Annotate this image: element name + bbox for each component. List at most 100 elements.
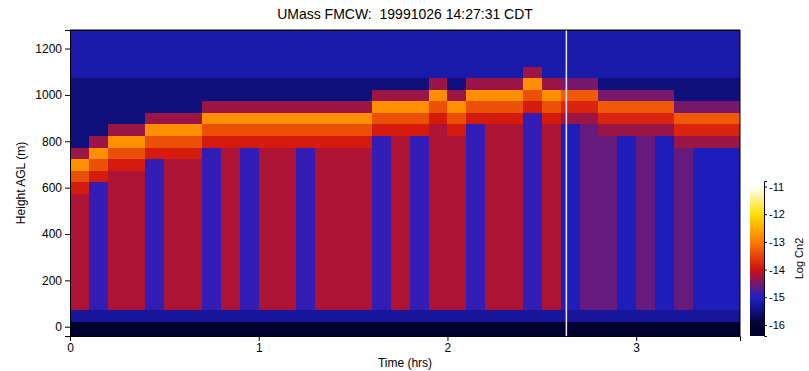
heat-cell: [164, 54, 183, 66]
heat-cell: [145, 275, 164, 287]
heat-cell: [580, 78, 599, 90]
heat-cell: [391, 78, 410, 90]
heat-cell: [315, 251, 334, 263]
heat-cell: [240, 205, 259, 217]
heat-cell: [259, 159, 278, 171]
tick-label: 0: [67, 341, 74, 355]
heat-cell: [674, 275, 693, 287]
heat-cell: [108, 205, 127, 217]
heat-cell: [731, 228, 740, 240]
heat-cell: [485, 263, 504, 275]
heat-cell: [598, 159, 617, 171]
heat-cell: [712, 124, 731, 136]
heat-cell: [127, 228, 146, 240]
heat-cell: [127, 78, 146, 90]
heat-cell: [278, 54, 297, 66]
heat-cell: [636, 159, 655, 171]
heat-cell: [523, 124, 542, 136]
heat-cell: [391, 321, 410, 333]
heat-cell: [447, 251, 466, 263]
heat-cell: [240, 78, 259, 90]
heat-cell: [561, 89, 580, 101]
heat-cell: [580, 89, 599, 101]
heat-cell: [89, 182, 108, 194]
heat-cell: [466, 31, 485, 43]
heat-cell: [164, 321, 183, 333]
heat-cell: [353, 124, 372, 136]
heat-cell: [391, 309, 410, 321]
heat-cell: [617, 66, 636, 78]
heat-cell: [127, 89, 146, 101]
heat-cell: [580, 43, 599, 55]
heat-cell: [127, 309, 146, 321]
heat-cell: [372, 31, 391, 43]
heat-cell: [580, 309, 599, 321]
heat-cell: [523, 182, 542, 194]
heat-cell: [221, 101, 240, 113]
heat-cell: [127, 275, 146, 287]
heat-cell: [447, 78, 466, 90]
heat-cell: [296, 31, 315, 43]
heat-cell: [410, 147, 429, 159]
heat-cell: [372, 228, 391, 240]
tick-mark: [65, 234, 70, 235]
heat-cell: [598, 298, 617, 310]
heat-cell: [504, 251, 523, 263]
heat-cell: [466, 159, 485, 171]
heat-cell: [145, 112, 164, 124]
heat-cell: [259, 217, 278, 229]
heat-cell: [693, 31, 712, 43]
heat-cell: [259, 309, 278, 321]
heat-cell: [580, 263, 599, 275]
heat-cell: [466, 251, 485, 263]
heat-cell: [278, 112, 297, 124]
heat-cell: [89, 101, 108, 113]
heat-cell: [315, 321, 334, 333]
heat-cell: [315, 193, 334, 205]
heat-cell: [240, 321, 259, 333]
heat-cell: [164, 170, 183, 182]
heat-cell: [712, 147, 731, 159]
heat-cell: [259, 251, 278, 263]
heat-cell: [410, 205, 429, 217]
heat-cell: [202, 124, 221, 136]
heat-cell: [447, 298, 466, 310]
heat-cell: [127, 205, 146, 217]
heat-cell: [693, 159, 712, 171]
heat-cell: [523, 193, 542, 205]
heat-cell: [561, 228, 580, 240]
heat-cell: [693, 275, 712, 287]
heat-cell: [410, 135, 429, 147]
heat-cell: [674, 286, 693, 298]
tick-mark: [65, 49, 70, 50]
heat-cell: [693, 89, 712, 101]
heat-cell: [278, 43, 297, 55]
heat-cell: [598, 112, 617, 124]
heat-cell: [353, 159, 372, 171]
heat-cell: [693, 286, 712, 298]
heat-cell: [466, 112, 485, 124]
heat-cell: [655, 89, 674, 101]
heat-cell: [561, 101, 580, 113]
heat-cell: [391, 159, 410, 171]
heat-cell: [429, 321, 448, 333]
heat-cell: [523, 54, 542, 66]
heat-cell: [410, 309, 429, 321]
heat-cell: [164, 182, 183, 194]
heat-cell: [636, 182, 655, 194]
heat-cell: [353, 240, 372, 252]
x-axis: 0123: [67, 336, 740, 355]
heat-cell: [485, 159, 504, 171]
heat-cell: [70, 228, 89, 240]
heat-cell: [485, 182, 504, 194]
heat-cell: [674, 101, 693, 113]
tick: 1: [256, 336, 263, 355]
heat-cell: [429, 43, 448, 55]
heat-cell: [70, 170, 89, 182]
heat-cell: [542, 147, 561, 159]
heat-cell: [183, 309, 202, 321]
heat-cell: [580, 205, 599, 217]
heat-cell: [636, 31, 655, 43]
heat-cell: [542, 205, 561, 217]
heat-cell: [466, 182, 485, 194]
